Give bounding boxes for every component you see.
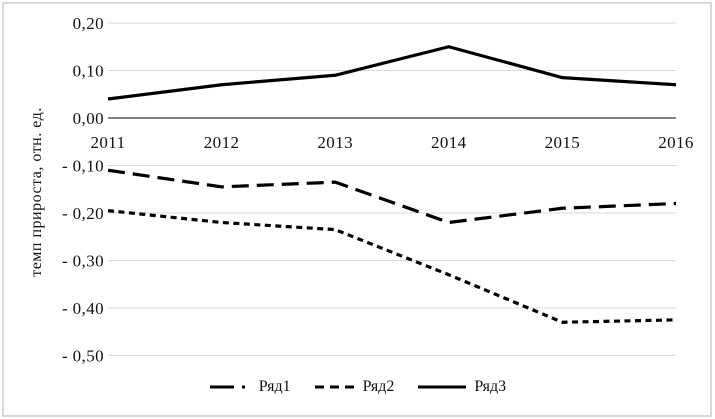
y-tick-label: - 0,20 <box>62 204 104 223</box>
x-tick-label: 2012 <box>204 133 240 152</box>
legend-label-series2: Ряд2 <box>362 378 395 395</box>
x-tick-label: 2015 <box>545 133 581 152</box>
series-line-Ряд2 <box>107 209 677 324</box>
y-tick-label: - 0,40 <box>62 299 104 318</box>
y-tick-label: - 0,10 <box>62 157 104 176</box>
legend-label-series1: Ряд1 <box>258 378 291 395</box>
series3-solid-swatch <box>418 385 467 389</box>
legend-label-series3: Ряд3 <box>474 378 507 395</box>
y-tick-label: - 0,30 <box>62 252 104 271</box>
x-tick-label: 2016 <box>658 133 694 152</box>
legend-item-series3: Ряд3 <box>418 378 506 396</box>
series1-long-dash-swatch <box>209 385 250 389</box>
series-line-Ряд1 <box>107 168 677 225</box>
y-tick-label: 0,10 <box>73 62 104 81</box>
y-tick-label: 0,00 <box>73 109 104 128</box>
series-line-Ряд3 <box>107 45 677 101</box>
series2-short-dash-swatch <box>314 385 355 389</box>
x-tick-label: 2014 <box>431 133 467 152</box>
legend-item-series1: Ряд1 <box>209 378 291 396</box>
x-tick-label: 2011 <box>91 133 126 152</box>
chart-legend: Ряд1 Ряд2 Ряд3 <box>0 378 715 396</box>
legend-item-series2: Ряд2 <box>314 378 395 396</box>
y-tick-label: - 0,50 <box>62 347 104 366</box>
x-tick-label: 2013 <box>317 133 353 152</box>
y-tick-label: 0,20 <box>73 14 104 33</box>
